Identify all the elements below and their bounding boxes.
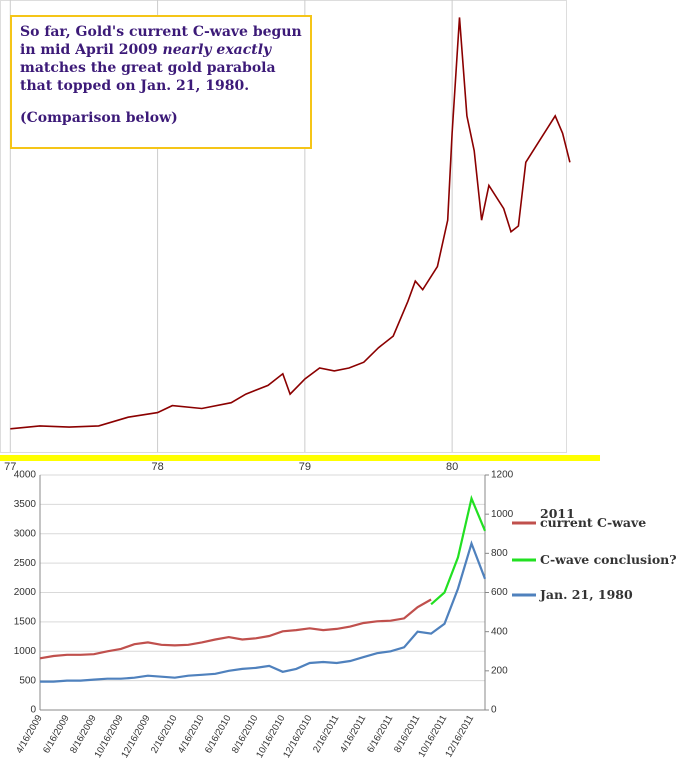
y2-tick-label: 800	[491, 548, 508, 559]
annotation-start: So far, Gold's current C-wave begun in m…	[20, 24, 302, 58]
annotation-note: (Comparison below)	[20, 110, 178, 126]
legend-label: Jan. 21, 1980	[539, 587, 633, 602]
data-line	[40, 540, 487, 683]
y-tick-label: 500	[19, 675, 36, 686]
data-line	[39, 598, 432, 660]
x-tick-label: 6/16/2009	[41, 713, 72, 755]
x-tick-label: 4/16/2010	[176, 713, 207, 755]
annotation-box: So far, Gold's current C-wave begun in m…	[10, 15, 312, 149]
x-tick-label: 8/16/2009	[68, 713, 99, 755]
y2-tick-label: 200	[491, 665, 508, 676]
data-line	[10, 17, 571, 430]
y-tick-label: 0	[30, 705, 36, 716]
y2-tick-label: 1200	[491, 470, 514, 481]
y-tick-label: 2000	[14, 587, 37, 598]
y-tick-label: 4000	[14, 470, 37, 481]
y-tick-label: 1000	[14, 646, 37, 657]
x-tick-label: 8/16/2011	[392, 713, 422, 754]
data-line	[430, 494, 487, 606]
annotation-emphasis: nearly exactly	[162, 42, 272, 58]
y2-tick-label: 400	[491, 626, 508, 637]
legend-label: C-wave conclusion?	[540, 552, 677, 567]
y2-tick-label: 1000	[491, 509, 514, 520]
x-tick-label: 78	[151, 461, 163, 473]
y-tick-label: 3500	[14, 499, 37, 510]
x-tick-label: 80	[446, 461, 458, 473]
y-tick-label: 3000	[14, 528, 37, 539]
annotation-text: So far, Gold's current C-wave begun in m…	[20, 23, 302, 95]
x-tick-label: 6/16/2011	[365, 713, 395, 754]
x-tick-label: 77	[4, 461, 16, 473]
x-tick-label: 4/16/2009	[14, 713, 45, 755]
x-tick-label: 4/16/2011	[338, 713, 368, 754]
x-axis-band	[0, 455, 600, 461]
legend-label: 2011 current C-wave	[540, 506, 646, 530]
y2-tick-label: 600	[491, 587, 508, 598]
y2-tick-label: 0	[491, 705, 497, 716]
x-tick-label: 2/16/2010	[149, 713, 180, 755]
annotation-end: matches the great gold parabola that top…	[20, 60, 276, 94]
x-tick-label: 79	[299, 461, 311, 473]
x-tick-label: 8/16/2010	[230, 713, 261, 755]
y-tick-label: 2500	[14, 558, 37, 569]
y-tick-label: 1500	[14, 617, 37, 628]
x-tick-label: 6/16/2010	[203, 713, 234, 755]
x-tick-label: 2/16/2011	[311, 713, 341, 754]
